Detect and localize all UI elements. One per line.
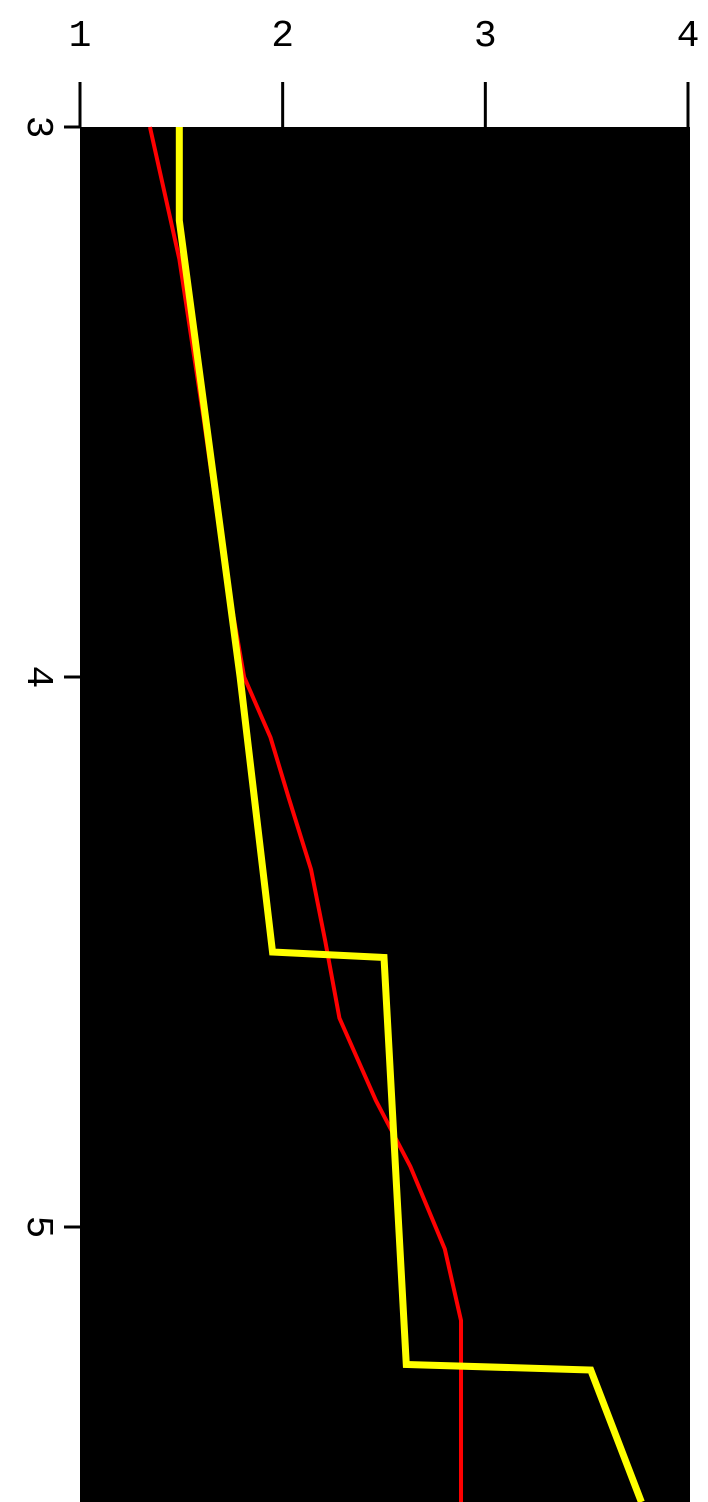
y-tick-label: 4 [16, 666, 59, 689]
x-tick-label: 1 [69, 15, 92, 58]
plot-background [80, 127, 690, 1502]
x-tick-label: 4 [677, 15, 700, 58]
x-tick-label: 3 [474, 15, 497, 58]
series-line [175, 127, 645, 1502]
y-tick-label: 3 [16, 116, 59, 139]
x-tick-label: 2 [271, 15, 294, 58]
y-tick-label: 5 [16, 1216, 59, 1239]
